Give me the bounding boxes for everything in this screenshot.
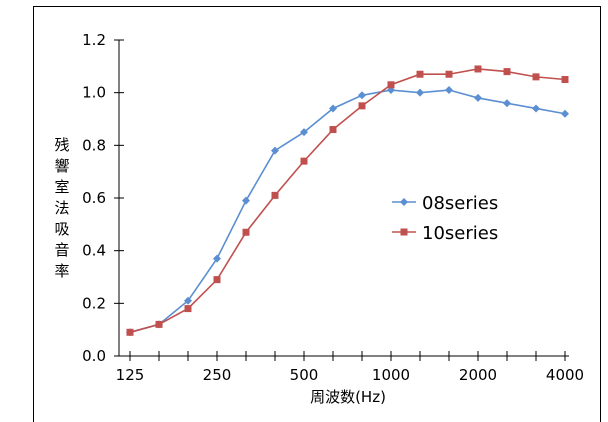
legend: 08series 10series <box>392 193 498 244</box>
legend-marker <box>400 198 408 206</box>
data-point-08series <box>474 93 482 102</box>
x-tick-label: 4000 <box>546 366 584 384</box>
data-point-08series <box>561 109 569 118</box>
legend-marker <box>400 228 408 236</box>
series-line-08series <box>129 89 566 334</box>
y-tick-label: 1.2 <box>82 31 106 49</box>
data-point-10series <box>387 81 395 89</box>
series-10series <box>126 65 569 336</box>
data-point-10series <box>155 320 163 328</box>
series-08series <box>126 86 569 337</box>
x-tick-label: 1000 <box>372 366 410 384</box>
data-point-10series <box>474 65 482 73</box>
legend-label: 10series <box>422 223 498 244</box>
data-point-10series <box>416 70 424 78</box>
y-tick-label: 1.0 <box>82 84 106 102</box>
data-point-08series <box>358 91 366 100</box>
data-point-08series <box>445 86 453 95</box>
data-point-08series <box>271 146 279 155</box>
y-tick-label: 0.4 <box>82 242 106 260</box>
data-point-08series <box>300 128 308 137</box>
y-tick-label: 0.0 <box>82 347 106 365</box>
data-point-10series <box>561 76 569 83</box>
axes: 0.0 0.2 0.4 0.6 0.8 1.0 1.2 125 250 500 1000 2000 40… <box>82 31 584 384</box>
data-point-10series <box>300 157 308 165</box>
data-point-10series <box>126 328 134 336</box>
data-point-10series <box>184 305 192 313</box>
x-tick-label: 250 <box>203 366 232 384</box>
legend-entry-10series: 10series <box>392 223 498 244</box>
chart-frame <box>33 6 601 422</box>
data-point-10series <box>242 228 250 236</box>
data-point-08series <box>532 104 540 113</box>
x-tick-label: 125 <box>116 366 145 384</box>
data-point-10series <box>329 126 337 134</box>
data-point-08series <box>213 254 221 263</box>
legend-entry-08series: 08series <box>392 193 498 214</box>
data-point-08series <box>242 196 250 205</box>
y-axis-title: 残響室法吸音率 <box>54 136 69 280</box>
y-tick-label: 0.6 <box>82 189 106 207</box>
x-tick-label: 500 <box>290 366 319 384</box>
data-point-10series <box>445 70 453 78</box>
data-point-08series <box>184 296 192 305</box>
data-point-10series <box>271 191 279 199</box>
x-axis-title: 周波数(Hz) <box>310 388 386 406</box>
series-line-10series <box>129 68 566 334</box>
data-point-08series <box>329 104 337 113</box>
data-point-10series <box>503 68 511 76</box>
y-tick-label: 0.8 <box>82 136 106 154</box>
x-tick-label: 2000 <box>459 366 497 384</box>
data-point-10series <box>358 102 366 110</box>
data-point-10series <box>213 276 221 284</box>
series-layer <box>126 65 569 337</box>
data-point-08series <box>416 88 424 97</box>
y-tick-label: 0.2 <box>82 294 106 312</box>
legend-label: 08series <box>422 193 498 214</box>
data-point-08series <box>503 99 511 108</box>
data-point-10series <box>532 73 540 81</box>
